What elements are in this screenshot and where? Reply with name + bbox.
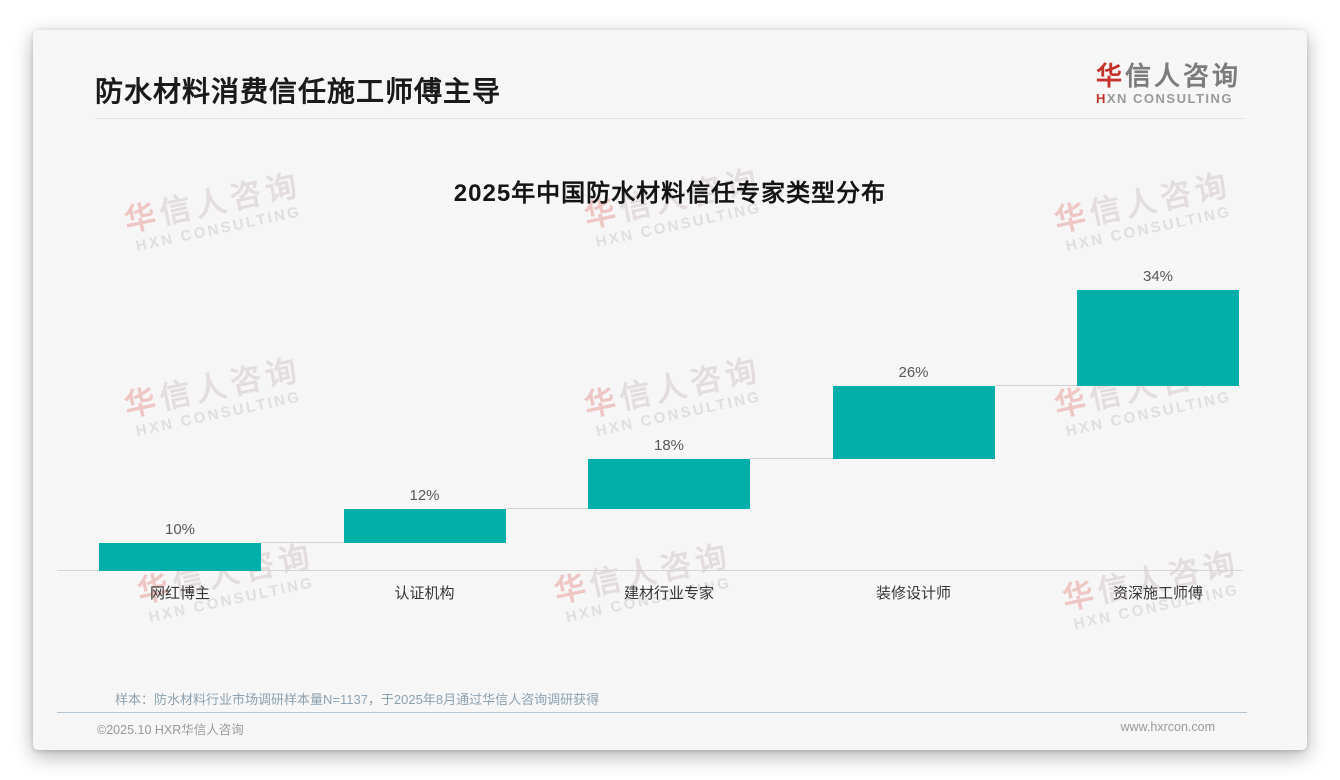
bar-value-label: 18%: [653, 436, 685, 454]
logo-cn-accent: 华: [1095, 61, 1125, 91]
logo-en-rest: XN CONSULTING: [1106, 90, 1234, 106]
x-axis-label: 认证机构: [394, 585, 455, 602]
logo-en-accent: H: [1095, 90, 1107, 106]
chart-title: 2025年中国防水材料信任专家类型分布: [453, 180, 887, 207]
x-axis-label: 网红博主: [149, 585, 210, 602]
bar-2: [343, 509, 506, 543]
x-axis-label: 装修设计师: [875, 585, 951, 602]
connector-line: [505, 508, 588, 510]
connector-line: [261, 541, 344, 543]
website-text: www.hxrcon.com: [1120, 720, 1215, 734]
bar-1: [99, 542, 261, 571]
sample-source-note: 样本：防水材料行业市场调研样本量N=1137，于2025年8月通过华信人咨询调研…: [115, 692, 600, 707]
footer-divider: [57, 712, 1247, 713]
page-title: 防水材料消费信任施工师傅主导: [95, 76, 502, 107]
x-axis-line: [57, 570, 1243, 571]
bar-value-label: 10%: [164, 520, 196, 538]
logo-cn-rest: 信人咨询: [1124, 61, 1241, 91]
x-axis-label: 资深施工师傅: [1112, 585, 1203, 602]
bar-3: [588, 458, 750, 510]
bar-value-label: 26%: [898, 363, 929, 381]
bar-4: [832, 385, 995, 459]
bar-value-label: 34%: [1142, 268, 1174, 285]
company-logo: 华信人咨询 HXN CONSULTING: [1096, 62, 1241, 106]
copyright-text: ©2025.10 HXR华信人咨询: [97, 723, 244, 737]
logo-chinese-text: 华信人咨询: [1096, 62, 1241, 91]
bar-value-label: 12%: [409, 487, 440, 505]
header-divider: [95, 118, 1245, 119]
x-axis-label: 建材行业专家: [623, 585, 714, 602]
x-axis-labels: 网红博主 认证机构 建材行业专家 装修设计师 资深施工师傅: [57, 582, 1243, 604]
connector-line: [994, 384, 1077, 386]
report-card: 华信人咨询 HXN CONSULTING 华信人咨询 HXN CONSULTING 华信…: [33, 30, 1307, 750]
bar-5: [1077, 290, 1239, 386]
connector-line: [750, 457, 833, 459]
logo-english-text: HXN CONSULTING: [1095, 90, 1241, 106]
waterfall-step-chart: 10% 12% 18% 26% 34%: [57, 260, 1243, 571]
